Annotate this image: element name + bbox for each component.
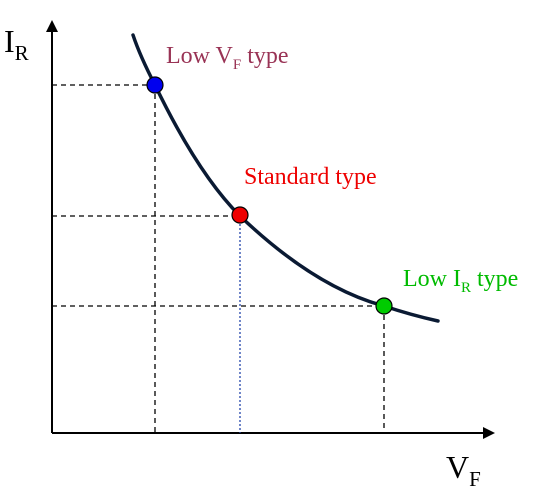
low-ir-label-tail: type <box>471 266 518 292</box>
guide-lines <box>52 84 385 433</box>
y-axis-label-main: I <box>4 23 15 59</box>
low-vf-label-main: Low V <box>166 43 234 69</box>
y-axis-label: IR <box>4 23 29 65</box>
standard-label: Standard type <box>244 164 377 190</box>
x-axis-label-main: V <box>446 449 469 485</box>
standard-label-main: Standard type <box>244 164 377 190</box>
y-axis-label-sub: R <box>15 41 29 65</box>
low-vf-label-tail: type <box>241 43 288 69</box>
low-ir-point <box>375 297 393 315</box>
low-ir-label: Low IR type <box>403 266 518 296</box>
x-axis-label: VF <box>446 449 481 491</box>
low-vf-label: Low VF type <box>166 43 289 73</box>
low-vf-point <box>146 76 164 94</box>
low-ir-label-sub: R <box>461 280 471 296</box>
x-axis-label-sub: F <box>469 467 481 491</box>
low-ir-label-main: Low I <box>403 266 461 292</box>
standard-point <box>231 206 249 224</box>
low-vf-label-sub: F <box>233 57 241 73</box>
